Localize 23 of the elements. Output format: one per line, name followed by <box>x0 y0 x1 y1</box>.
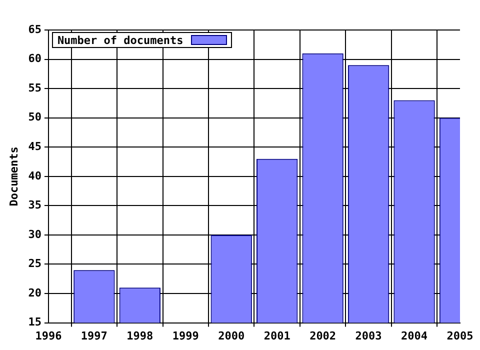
x-tick-label: 2004 <box>401 329 428 342</box>
x-tick-label: 2001 <box>264 329 291 342</box>
x-tick-label: 2002 <box>310 329 336 342</box>
x-tick-label: 2003 <box>355 329 382 342</box>
y-tick-label: 25 <box>28 257 42 270</box>
x-tick-label: 1998 <box>126 329 154 342</box>
y-tick-label: 30 <box>28 228 42 241</box>
x-tick-label: 1997 <box>80 329 108 342</box>
y-tick-label: 20 <box>28 286 42 300</box>
x-tick-label: 2005 <box>446 329 474 342</box>
y-tick-label: 15 <box>28 316 42 329</box>
y-tick-label: 45 <box>28 140 42 153</box>
y-tick-label: 65 <box>28 22 42 36</box>
y-tick-label: 55 <box>28 81 42 94</box>
y-tick-label: 50 <box>28 110 42 124</box>
x-tick-label: 1996 <box>35 329 62 342</box>
y-tick-label: 40 <box>28 169 42 182</box>
legend-label: Number of documents <box>57 34 184 46</box>
x-tick-label: 1999 <box>172 329 199 342</box>
y-axis-title: Documents <box>7 146 20 206</box>
y-tick-label: 60 <box>28 52 42 66</box>
y-tick-label: 35 <box>28 198 42 212</box>
x-tick-label: 2000 <box>218 329 245 342</box>
